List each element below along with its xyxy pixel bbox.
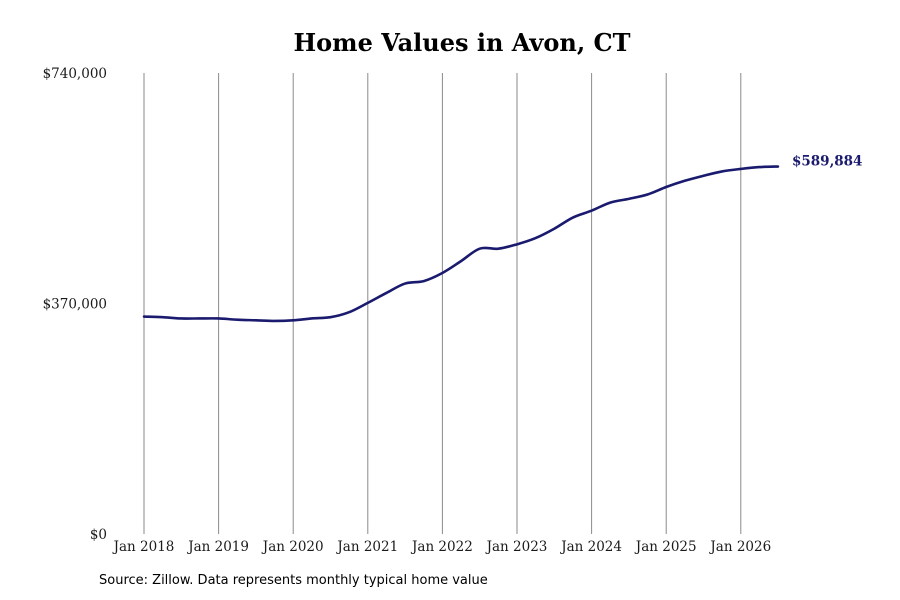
source-note: Source: Zillow. Data represents monthly … [99,573,488,588]
x-tick-label: Jan 2019 [186,539,249,555]
x-tick-label: Jan 2023 [485,539,548,555]
x-tick-label: Jan 2018 [112,539,175,555]
y-axis-tick-labels: $740,000 $370,000 $0 [43,66,107,543]
annotation-layer: $589,884 [792,154,862,170]
vertical-gridlines [143,73,742,534]
end-value-label: $589,884 [792,154,862,170]
x-tick-label: Jan 2026 [708,539,771,555]
chart-title: Home Values in Avon, CT [293,28,631,57]
x-tick-label: Jan 2025 [634,539,697,555]
y-tick-label: $370,000 [43,297,107,313]
x-tick-label: Jan 2021 [335,539,398,555]
series-layer [142,165,780,323]
y-tick-label: $740,000 [43,66,107,82]
x-tick-label: Jan 2022 [410,539,473,555]
series-line [142,165,780,323]
x-tick-label: Jan 2024 [559,539,622,555]
x-axis-tick-labels: Jan 2018 Jan 2019 Jan 2020 Jan 2021 Jan 2022… [112,539,772,555]
x-tick-label: Jan 2020 [261,539,324,555]
y-tick-label: $0 [90,527,107,543]
